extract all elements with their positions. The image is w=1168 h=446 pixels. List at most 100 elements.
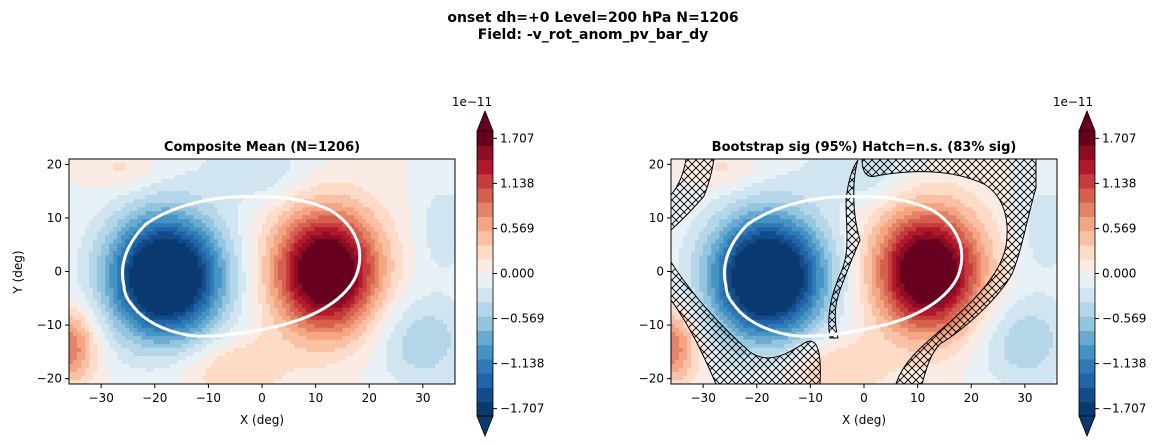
field-cell	[241, 187, 247, 192]
field-cell	[310, 219, 315, 224]
field-cell	[270, 303, 275, 309]
field-cell	[137, 187, 142, 192]
field-cell	[185, 243, 191, 248]
field-cell	[354, 199, 360, 204]
field-cell	[422, 195, 428, 200]
field-cell	[125, 355, 130, 361]
field-cell	[205, 231, 211, 236]
field-cell	[334, 163, 339, 168]
field-cell	[322, 159, 327, 164]
field-cell	[330, 303, 335, 309]
field-cell	[101, 267, 106, 273]
field-cell	[213, 159, 219, 164]
field-cell	[181, 195, 187, 200]
field-cell	[314, 307, 319, 313]
field-cell	[446, 323, 452, 329]
field-cell	[137, 319, 142, 325]
field-cell	[266, 227, 271, 232]
field-cell	[402, 243, 408, 248]
field-cell	[77, 267, 82, 273]
field-cell	[205, 255, 211, 261]
field-cell	[121, 339, 126, 345]
field-cell	[77, 275, 82, 281]
field-cell	[89, 179, 94, 184]
field-cell	[109, 267, 114, 273]
field-cell	[370, 315, 376, 321]
field-cell	[278, 299, 283, 305]
field-cell	[81, 199, 86, 204]
field-cell	[169, 163, 175, 168]
field-cell	[342, 203, 348, 208]
field-cell	[286, 255, 291, 261]
field-cell	[145, 183, 151, 188]
field-cell	[197, 215, 203, 220]
field-cell	[137, 203, 142, 208]
field-cell	[322, 247, 327, 253]
field-cell	[278, 191, 283, 196]
field-cell	[314, 235, 319, 240]
field-cell	[153, 207, 159, 212]
field-cell	[193, 355, 199, 361]
field-cell	[229, 255, 235, 261]
field-cell	[161, 363, 167, 369]
field-cell	[334, 255, 339, 261]
field-cell	[354, 307, 360, 313]
field-cell	[137, 215, 142, 220]
field-cell	[189, 311, 195, 317]
field-cell	[358, 203, 364, 208]
field-cell	[326, 343, 331, 349]
field-cell	[213, 231, 219, 236]
field-cell	[225, 211, 231, 216]
field-cell	[217, 263, 223, 269]
field-cell	[217, 247, 223, 253]
field-cell	[73, 327, 78, 333]
field-cell	[201, 351, 207, 357]
field-cell	[169, 299, 175, 305]
field-cell	[414, 267, 420, 273]
field-cell	[157, 199, 163, 204]
field-cell	[326, 251, 331, 257]
field-cell	[117, 335, 122, 341]
field-cell	[318, 363, 323, 369]
field-cell	[382, 159, 388, 164]
field-cell	[233, 183, 239, 188]
field-cell	[181, 191, 187, 196]
field-cell	[434, 159, 440, 164]
field-cell	[245, 323, 251, 329]
field-cell	[233, 267, 239, 273]
field-cell	[422, 171, 428, 176]
field-cell	[181, 279, 187, 285]
field-cell	[165, 171, 171, 176]
field-cell	[442, 175, 448, 180]
field-cell	[318, 335, 323, 341]
field-cell	[430, 223, 436, 228]
field-cell	[338, 343, 344, 349]
field-cell	[322, 199, 327, 204]
field-cell	[442, 223, 448, 228]
field-cell	[286, 231, 291, 236]
field-cell	[338, 275, 344, 281]
field-cell	[101, 275, 106, 281]
field-cell	[109, 295, 114, 301]
field-cell	[422, 279, 428, 285]
field-cell	[398, 239, 404, 244]
field-cell	[394, 287, 400, 293]
field-cell	[278, 239, 283, 244]
field-cell	[101, 195, 106, 200]
field-cell	[105, 307, 110, 313]
field-cell	[201, 327, 207, 333]
field-cell	[406, 287, 412, 293]
field-cell	[266, 319, 271, 325]
field-cell	[402, 223, 408, 228]
field-cell	[346, 275, 352, 281]
field-cell	[286, 171, 291, 176]
field-cell	[326, 227, 331, 232]
field-cell	[101, 287, 106, 293]
field-cell	[113, 211, 118, 216]
field-cell	[69, 283, 74, 289]
field-cell	[362, 219, 368, 224]
field-cell	[85, 295, 90, 301]
field-cell	[314, 287, 319, 293]
field-cell	[193, 271, 199, 277]
field-cell	[109, 243, 114, 248]
